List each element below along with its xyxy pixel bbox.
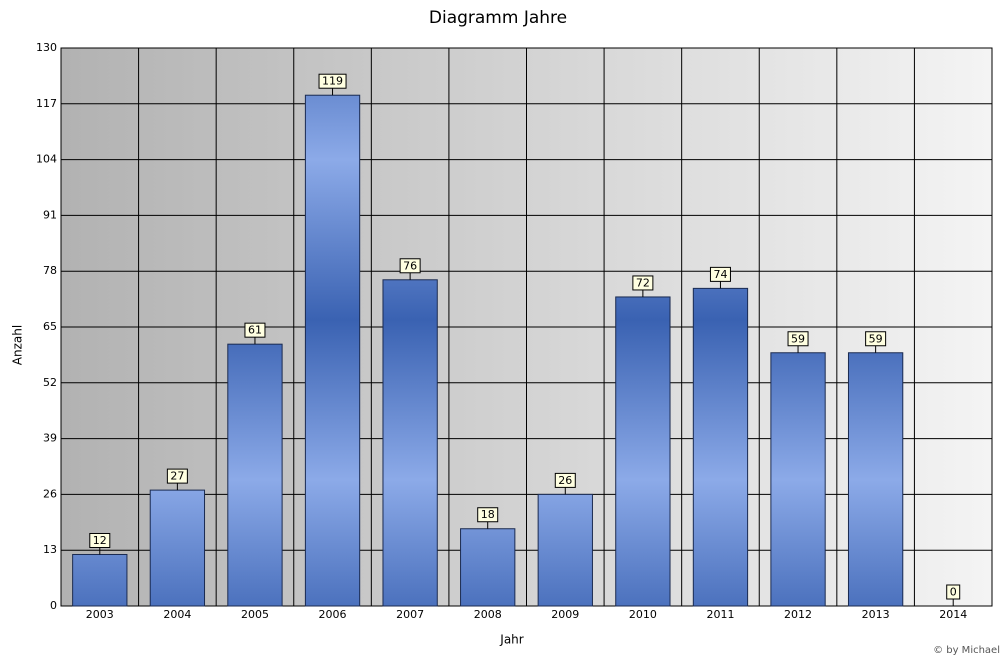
bar	[692, 287, 749, 607]
x-tick-label: 2008	[474, 608, 502, 621]
y-tick-label: 52	[43, 376, 57, 389]
y-tick-label: 39	[43, 432, 57, 445]
data-label: 76	[403, 259, 417, 272]
data-label: 0	[950, 586, 957, 599]
y-tick-label: 26	[43, 487, 57, 500]
bar	[304, 94, 361, 607]
x-tick-label: 2006	[319, 608, 347, 621]
bar	[382, 279, 438, 607]
y-tick-label: 117	[36, 97, 57, 110]
credit: © by Michael	[933, 645, 1000, 656]
bar	[770, 352, 826, 607]
x-tick-label: 2014	[939, 608, 967, 621]
data-label: 72	[636, 276, 650, 289]
y-tick-label: 13	[43, 543, 57, 556]
data-label: 12	[93, 534, 107, 547]
label-box	[946, 584, 961, 600]
bar	[847, 352, 904, 607]
data-label: 61	[248, 324, 262, 337]
x-tick-label: 2004	[163, 608, 191, 621]
y-tick-label: 78	[43, 264, 57, 277]
x-axis-label: Jahr	[499, 633, 523, 647]
label-box	[709, 266, 731, 282]
label-box	[632, 275, 654, 291]
data-label: 27	[170, 470, 184, 483]
label-box	[477, 507, 499, 523]
x-tick-label: 2012	[784, 608, 812, 621]
x-tick-label: 2003	[86, 608, 114, 621]
y-tick-label: 91	[43, 208, 57, 221]
x-tick-label: 2010	[629, 608, 657, 621]
label-box	[865, 331, 887, 347]
chart-title: Diagramm Jahre	[429, 8, 567, 28]
data-label: 59	[791, 332, 805, 345]
x-tick-label: 2007	[396, 608, 424, 621]
label-box	[318, 73, 347, 89]
label-box	[787, 331, 809, 347]
label-box	[554, 472, 576, 488]
label-box	[166, 468, 188, 484]
bar	[537, 493, 593, 607]
x-tick-label: 2011	[706, 608, 734, 621]
label-box	[244, 322, 266, 338]
label-box	[89, 532, 111, 548]
y-tick-label: 104	[36, 153, 57, 166]
y-tick-label: 65	[43, 320, 57, 333]
data-label: 119	[322, 75, 343, 88]
bar	[227, 343, 283, 607]
bar	[460, 528, 516, 607]
data-label: 18	[481, 508, 495, 521]
bar	[615, 296, 671, 607]
data-label: 74	[713, 268, 727, 281]
x-tick-label: 2009	[551, 608, 579, 621]
data-label: 59	[869, 332, 883, 345]
y-tick-label: 130	[36, 41, 57, 54]
data-label: 26	[558, 474, 572, 487]
y-axis-label: Anzahl	[11, 325, 25, 365]
bar	[72, 553, 128, 607]
x-tick-label: 2005	[241, 608, 269, 621]
label-box	[399, 258, 421, 274]
y-tick-label: 0	[50, 599, 57, 612]
bar	[149, 489, 206, 607]
x-tick-label: 2013	[862, 608, 890, 621]
